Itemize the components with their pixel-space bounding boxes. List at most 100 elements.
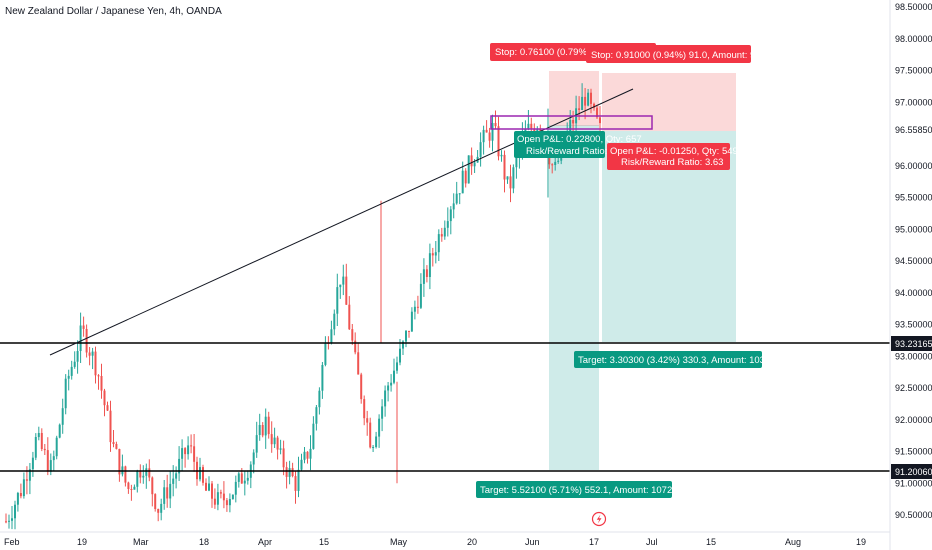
candle-up: [413, 306, 416, 312]
candle-up: [479, 142, 482, 157]
candle-down: [360, 374, 363, 400]
candle-up: [76, 351, 79, 362]
candle-down: [464, 170, 467, 184]
candle-down: [118, 449, 121, 475]
candle-down: [285, 467, 288, 477]
long-pnl-label: Open P&L: 0.22800, Qty: 657: [517, 134, 642, 145]
candle-up: [384, 390, 387, 407]
candle-up: [8, 520, 10, 522]
candle-up: [303, 451, 306, 460]
candle-down: [106, 405, 109, 411]
candle-down: [578, 108, 581, 110]
candle-down: [166, 487, 169, 499]
chart-title: New Zealand Dollar / Japanese Yen, 4h, O…: [5, 6, 222, 17]
candle-down: [240, 473, 243, 484]
candle-down: [40, 433, 43, 449]
candle-down: [184, 448, 187, 455]
short-pnl-bg: [607, 143, 730, 170]
y-tick-label: 92.00000: [895, 415, 932, 425]
candle-down: [261, 425, 264, 436]
candle-up: [160, 503, 163, 513]
candle-up: [279, 448, 282, 450]
candle-up: [312, 423, 315, 449]
long-target-label: Target: 5.52100 (5.71%) 552.1, Amount: 1…: [480, 485, 685, 496]
price-axis[interactable]: 98.5000098.0000097.5000097.0000096.50000…: [895, 2, 932, 520]
candle-down: [43, 448, 46, 451]
candle-down: [596, 107, 598, 118]
range-box[interactable]: [490, 115, 653, 130]
candle-down: [222, 493, 225, 501]
candle-down: [124, 466, 127, 483]
candle-down: [431, 253, 434, 256]
time-axis[interactable]: Feb 19 Mar 18 Apr 15 May 20 Jun 17 Jul 15 Aug 19: [4, 537, 866, 547]
candle-down: [127, 482, 130, 489]
y-tick-label: 91.00000: [895, 478, 932, 488]
candle-up: [372, 447, 375, 448]
price-badge-current-bg: [891, 122, 932, 137]
x-tick-label: Jul: [646, 537, 658, 547]
candle-up: [61, 408, 64, 425]
long-profit-zone[interactable]: [549, 125, 599, 470]
long-pnl-bg: [514, 131, 605, 158]
candle-down: [593, 103, 595, 108]
y-tick-label: 95.00000: [895, 224, 932, 234]
candle-down: [190, 445, 193, 447]
short-stop-label-bg: [586, 45, 751, 63]
short-rr-label: Risk/Reward Ratio: 3.63: [621, 157, 723, 168]
candle-up: [22, 479, 25, 497]
candle-down: [25, 479, 28, 481]
candle-down: [46, 450, 49, 472]
candle-down: [85, 329, 88, 353]
price-badge-upper-bg: [891, 336, 932, 351]
candle-down: [97, 375, 100, 377]
candle-up: [237, 473, 240, 482]
candle-up: [557, 160, 560, 162]
candle-up: [67, 375, 70, 379]
candle-up: [234, 481, 237, 495]
candle-down: [599, 117, 601, 124]
candle-down: [494, 123, 497, 127]
candle-up: [208, 483, 210, 491]
candle-down: [530, 123, 533, 129]
candle-down: [82, 325, 85, 329]
candle-up: [91, 351, 94, 356]
candle-up: [506, 176, 509, 180]
candle-up: [318, 390, 321, 408]
candle-up: [73, 361, 76, 367]
candle-down: [267, 416, 270, 435]
candle-down: [115, 444, 118, 449]
candlestick-series: [5, 83, 601, 530]
candle-down: [470, 155, 473, 167]
candle-up: [264, 416, 267, 436]
candle-down: [225, 500, 228, 506]
short-loss-zone[interactable]: [602, 73, 736, 131]
candle-up: [187, 445, 190, 455]
candle-down: [363, 399, 366, 419]
price-badge-upper: 93.23165: [895, 339, 932, 349]
candle-down: [497, 126, 500, 157]
short-stop-label: Stop: 0.91000 (0.94%) 91.0, Amount: 990: [591, 50, 766, 61]
candle-up: [452, 203, 455, 210]
candle-up: [375, 436, 378, 447]
candle-up: [443, 227, 446, 237]
candle-up: [37, 433, 40, 438]
candle-down: [294, 476, 297, 491]
candle-down: [100, 376, 103, 391]
candle-up: [339, 284, 342, 288]
candle-down: [425, 269, 428, 277]
lightning-icon[interactable]: [591, 511, 607, 527]
candle-up: [297, 469, 300, 491]
candle-up: [446, 221, 449, 228]
candle-up: [252, 452, 255, 465]
y-tick-label: 97.00000: [895, 97, 932, 107]
candle-up: [175, 473, 178, 479]
candle-down: [154, 494, 157, 509]
candle-down: [157, 509, 160, 513]
candle-up: [390, 382, 393, 386]
candle-down: [485, 129, 488, 133]
candle-up: [461, 170, 464, 194]
candle-up: [52, 456, 55, 461]
candle-down: [416, 306, 419, 308]
candle-up: [387, 385, 390, 391]
